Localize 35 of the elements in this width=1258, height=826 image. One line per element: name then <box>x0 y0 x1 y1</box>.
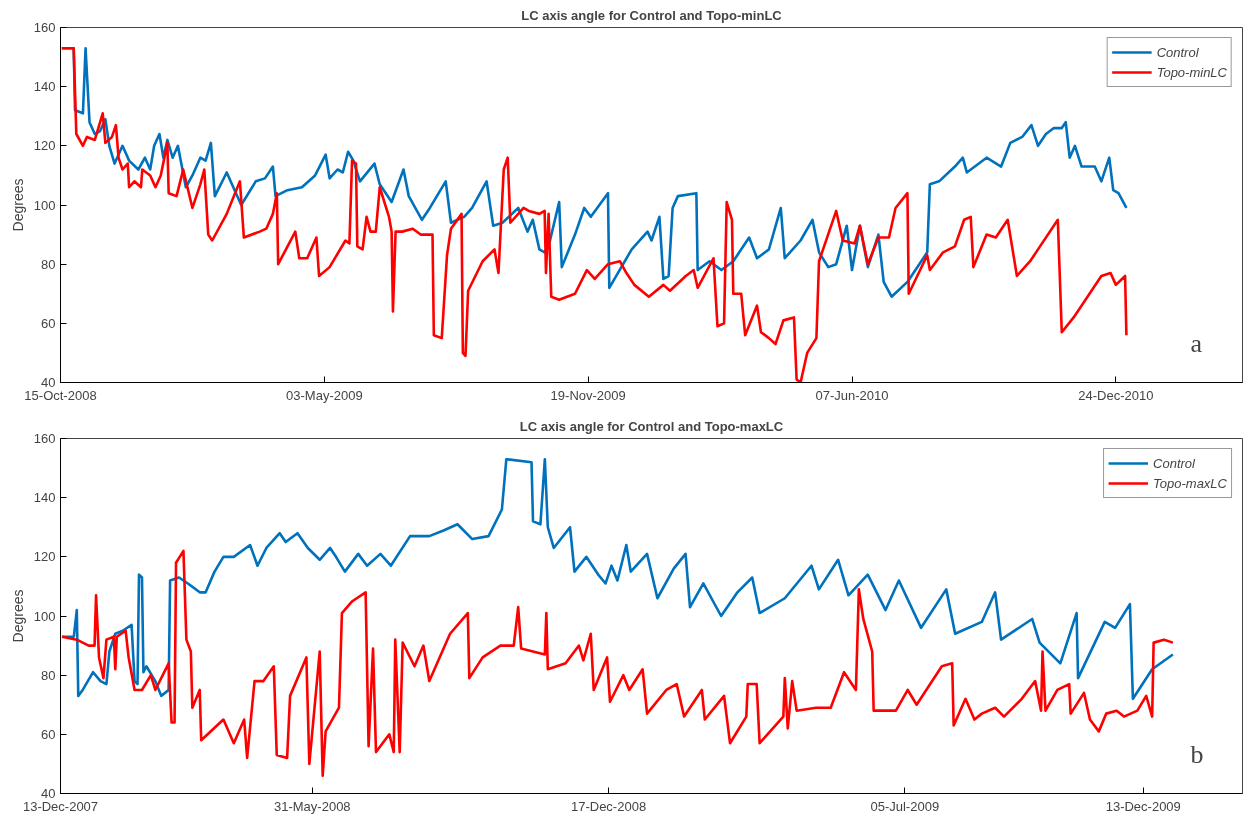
legend-label: Control <box>1156 44 1199 60</box>
x-tick-label: 03-May-2009 <box>286 387 363 403</box>
line-series <box>60 549 1175 778</box>
y-tick-label: 100 <box>33 197 56 213</box>
y-axis-title: Degrees <box>9 178 26 232</box>
y-tick-label: 120 <box>33 138 56 154</box>
y-tick-label: 140 <box>33 490 56 506</box>
y-tick-label: 160 <box>33 20 56 35</box>
legend-label: Topo-maxLC <box>1153 475 1227 491</box>
x-tick-label: 17-Dec-2008 <box>570 798 647 814</box>
y-tick-label: 60 <box>41 315 56 331</box>
y-tick-label: 140 <box>33 79 56 95</box>
legend-label: Topo-minLC <box>1156 64 1227 80</box>
chart-title: LC axis angle for Control and Topo-maxLC <box>519 418 784 434</box>
y-tick-label: 160 <box>33 431 56 446</box>
x-tick-label: 31-May-2008 <box>274 798 351 814</box>
x-tick-label: 15-Oct-2008 <box>24 387 97 403</box>
y-tick-label: 40 <box>41 786 56 801</box>
x-tick-label: 13-Dec-2009 <box>1105 798 1181 814</box>
x-tick-label: 13-Dec-2007 <box>22 798 99 814</box>
x-tick-label: 19-Nov-2009 <box>550 387 626 403</box>
legend-label: Control <box>1153 455 1195 471</box>
y-axis-title: Degrees <box>9 589 26 643</box>
y-tick-label: 60 <box>41 726 56 742</box>
y-tick-label: 80 <box>41 256 56 272</box>
annotation: a <box>1190 328 1203 358</box>
x-tick-label: 24-Dec-2010 <box>1078 387 1154 403</box>
annotation: b <box>1190 739 1204 769</box>
x-tick-label: 07-Jun-2010 <box>815 387 889 403</box>
chart-title: LC axis angle for Control and Topo-minLC <box>521 7 783 23</box>
y-tick-label: 120 <box>33 549 56 565</box>
y-tick-label: 80 <box>41 667 56 683</box>
x-tick-label: 05-Jul-2009 <box>870 798 940 814</box>
y-tick-label: 100 <box>33 608 56 624</box>
y-tick-label: 40 <box>41 375 56 390</box>
